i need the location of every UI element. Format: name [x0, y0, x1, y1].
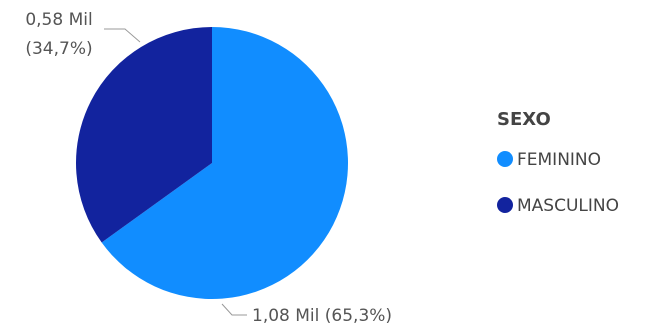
feminino-leader-line — [221, 303, 247, 316]
legend-item-feminino[interactable]: FEMININO — [497, 150, 601, 170]
legend-marker-masculino — [497, 197, 513, 213]
legend-title: SEXO — [497, 109, 551, 130]
pie-slices — [76, 26, 349, 299]
legend-item-masculino[interactable]: MASCULINO — [497, 196, 619, 216]
legend-label-feminino: FEMININO — [517, 150, 601, 170]
masculino-percent-label: (34,7%) — [25, 39, 92, 59]
pie-slice-masculino[interactable] — [76, 26, 212, 243]
legend-label-masculino: MASCULINO — [517, 196, 619, 216]
legend-marker-feminino — [497, 151, 513, 167]
masculino-leader-line — [104, 28, 141, 43]
pie-slice-feminino[interactable] — [101, 27, 349, 299]
masculino-value-label: 0,58 Mil — [25, 10, 92, 30]
feminino-data-label: 1,08 Mil (65,3%) — [252, 306, 392, 326]
